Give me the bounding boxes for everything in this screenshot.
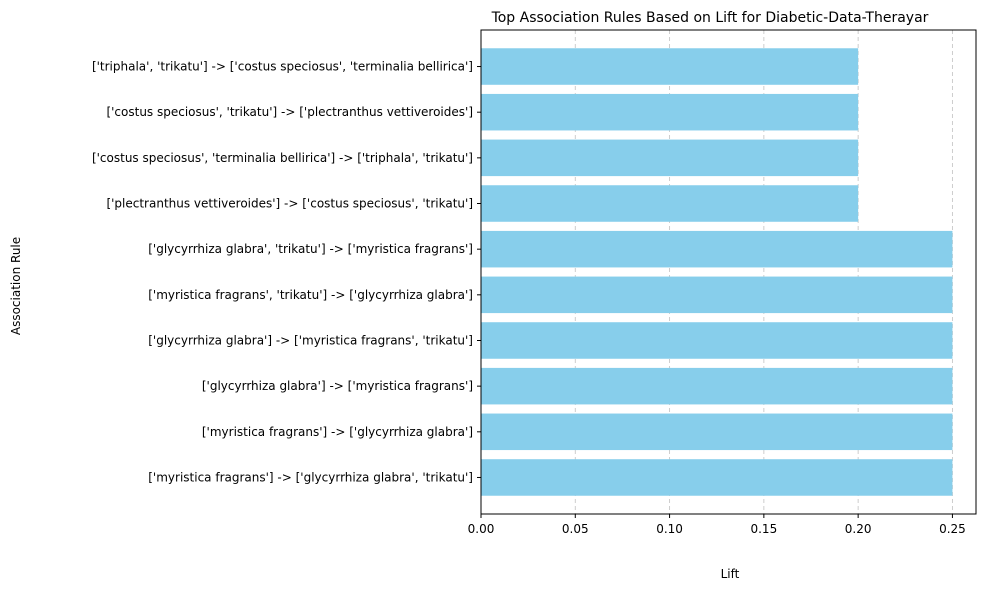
y-tick-label: ['costus speciosus', 'terminalia belliri…	[92, 151, 473, 165]
bar	[481, 413, 953, 451]
plot-frame	[480, 29, 977, 515]
y-tick-labels: ['myristica fragrans'] -> ['glycyrrhiza …	[92, 60, 473, 485]
bar	[481, 230, 953, 268]
x-axis-title: Lift	[721, 567, 740, 581]
y-tick-label: ['costus speciosus', 'trikatu'] -> ['ple…	[106, 105, 473, 119]
bar	[481, 322, 953, 359]
y-tick-label: ['myristica fragrans'] -> ['glycyrrhiza …	[148, 470, 473, 484]
bar	[481, 367, 953, 405]
axes	[477, 29, 977, 518]
bar	[481, 185, 859, 222]
bar	[481, 93, 859, 131]
x-tick-label: 0.15	[750, 522, 777, 536]
y-tick-label: ['glycyrrhiza glabra'] -> ['myristica fr…	[202, 379, 473, 393]
bar	[481, 48, 859, 85]
x-tick-labels: 0.00 0.05 0.10 0.15 0.20 0.25	[468, 522, 966, 536]
y-tick-label: ['myristica fragrans'] -> ['glycyrrhiza …	[202, 425, 473, 439]
bar	[481, 459, 953, 496]
bar	[481, 276, 953, 314]
x-tick-label: 0.05	[562, 522, 589, 536]
bars	[481, 48, 953, 496]
bar	[481, 139, 859, 177]
chart-title: Top Association Rules Based on Lift for …	[491, 10, 929, 26]
y-tick-label: ['plectranthus vettiveroides'] -> ['cost…	[106, 197, 473, 211]
x-tick-label: 0.10	[656, 522, 683, 536]
y-tick-label: ['glycyrrhiza glabra', 'trikatu'] -> ['m…	[148, 242, 473, 256]
y-tick-label: ['myristica fragrans', 'trikatu'] -> ['g…	[148, 288, 473, 302]
x-tick-label: 0.25	[939, 522, 966, 536]
x-tick-label: 0.20	[845, 522, 872, 536]
y-axis-title: Association Rule	[9, 237, 23, 335]
x-tick-label: 0.00	[468, 522, 495, 536]
y-tick-label: ['glycyrrhiza glabra'] -> ['myristica fr…	[148, 333, 473, 347]
y-tick-label: ['triphala', 'trikatu'] -> ['costus spec…	[92, 60, 473, 74]
